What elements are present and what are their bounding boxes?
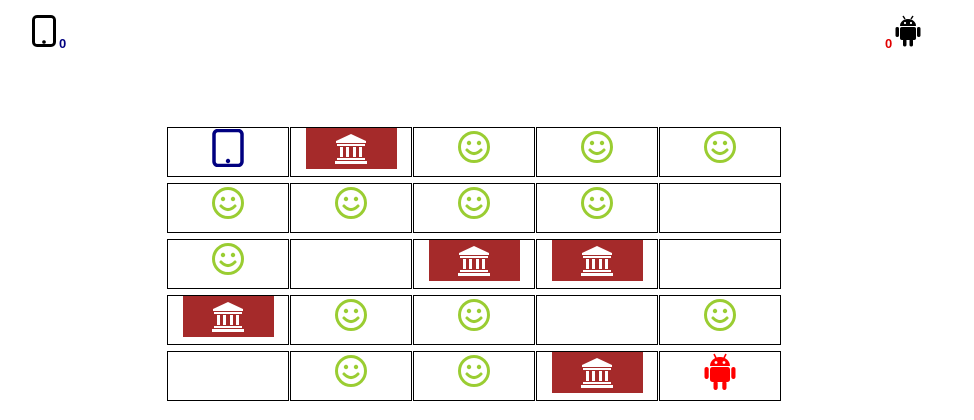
smiley-icon: [458, 355, 490, 387]
player-tablet-status: 0: [32, 15, 66, 52]
bank-icon: [335, 133, 367, 164]
android-score: 0: [885, 36, 893, 51]
bank-icon: [212, 301, 244, 332]
bank-tile: [551, 240, 643, 281]
bank-tile: [182, 296, 274, 337]
bank-tile: [428, 240, 520, 281]
board-cell-smiley[interactable]: [413, 127, 535, 177]
board-cell-bank[interactable]: [536, 351, 658, 401]
board-cell-bank[interactable]: [290, 127, 412, 177]
smiley-icon: [212, 243, 244, 275]
board-cell-smiley[interactable]: [290, 183, 412, 233]
smiley-icon: [335, 355, 367, 387]
smiley-icon: [704, 131, 736, 163]
board-cell-smiley[interactable]: [536, 183, 658, 233]
player-android-status: 0: [885, 15, 921, 52]
board-cell-empty[interactable]: [659, 183, 781, 233]
board-cell-bank[interactable]: [167, 295, 289, 345]
smiley-icon: [212, 187, 244, 219]
tablet-token-icon: [212, 129, 244, 167]
smiley-icon: [458, 131, 490, 163]
board-cell-smiley[interactable]: [659, 295, 781, 345]
board-cell-tablet[interactable]: [167, 127, 289, 177]
board-row: [167, 295, 782, 345]
bank-icon: [581, 245, 613, 276]
board-cell-smiley[interactable]: [413, 351, 535, 401]
smiley-icon: [458, 187, 490, 219]
android-icon: [895, 15, 921, 52]
board-row: [167, 183, 782, 233]
smiley-icon: [458, 299, 490, 331]
board-cell-smiley[interactable]: [413, 295, 535, 345]
smiley-icon: [704, 299, 736, 331]
board-cell-smiley[interactable]: [167, 239, 289, 289]
board-cell-empty[interactable]: [290, 239, 412, 289]
board-cell-empty[interactable]: [167, 351, 289, 401]
board-cell-smiley[interactable]: [290, 351, 412, 401]
smiley-icon: [581, 187, 613, 219]
board-cell-smiley[interactable]: [167, 183, 289, 233]
board-cell-android[interactable]: [659, 351, 781, 401]
smiley-icon: [581, 131, 613, 163]
board-row: [167, 127, 782, 177]
android-token-icon: [704, 353, 736, 390]
board-row: [167, 239, 782, 289]
board-row: [167, 351, 782, 401]
game-board: [167, 127, 782, 407]
smiley-icon: [335, 299, 367, 331]
board-cell-smiley[interactable]: [659, 127, 781, 177]
board-cell-smiley[interactable]: [536, 127, 658, 177]
board-cell-empty[interactable]: [536, 295, 658, 345]
smiley-icon: [335, 187, 367, 219]
tablet-score: 0: [59, 36, 67, 51]
bank-tile: [305, 128, 397, 169]
board-cell-bank[interactable]: [413, 239, 535, 289]
board-cell-bank[interactable]: [536, 239, 658, 289]
bank-tile: [551, 352, 643, 393]
board-cell-empty[interactable]: [659, 239, 781, 289]
tablet-icon: [32, 15, 56, 52]
board-cell-smiley[interactable]: [290, 295, 412, 345]
bank-icon: [458, 245, 490, 276]
board-cell-smiley[interactable]: [413, 183, 535, 233]
bank-icon: [581, 357, 613, 388]
